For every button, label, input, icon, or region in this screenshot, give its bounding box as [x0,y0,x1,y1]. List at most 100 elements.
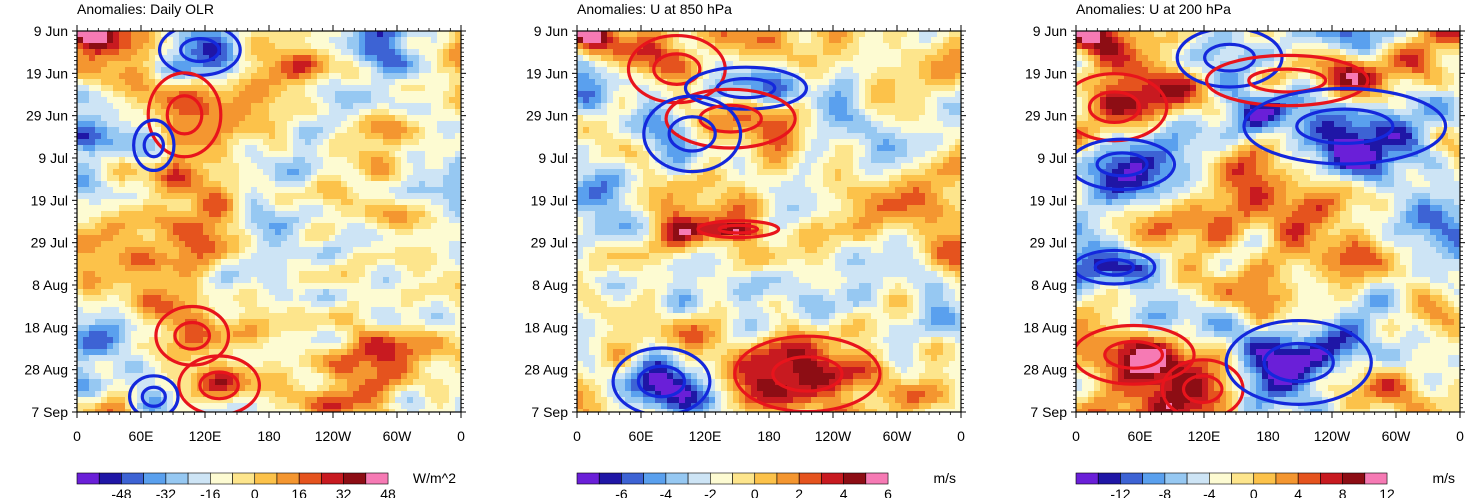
y-tick-label: 9 Jul [38,150,68,166]
y-tick-label: 7 Sep [1030,404,1067,420]
colorbar-bin [1320,472,1343,485]
positive-contour-inner [717,223,760,235]
y-tick-label: 8 Aug [532,277,568,293]
x-tick-label: 60E [1128,428,1153,444]
colorbar-bin [1075,472,1099,485]
negative-contour-inner [636,364,687,399]
colorbar-units: W/m^2 [413,470,456,486]
positive-contour [1204,53,1370,108]
colorbar-bin [687,472,711,485]
colorbar-label: 4 [1294,486,1302,498]
y-tick-label: 29 Jul [31,235,68,251]
colorbar-bin [776,472,800,485]
y-tick-label: 29 Jul [1030,235,1067,251]
x-tick-label: 120W [315,428,352,444]
colorbar-bin [1364,472,1388,485]
x-tick-label: 60W [383,428,413,444]
y-tick-label: 9 Jun [1033,23,1067,39]
negative-contour [1175,31,1284,89]
colorbar-label: -48 [111,486,131,498]
x-tick-label: 0 [457,428,465,444]
negative-contour [1242,86,1448,166]
x-tick-label: 120E [1188,428,1221,444]
x-tick-label: 60E [129,428,154,444]
colorbar-bin [598,472,622,485]
colorbar-bin [187,472,211,485]
contours-3 [1076,31,1448,412]
positive-contour [177,354,261,412]
negative-contour [1224,318,1373,406]
negative-contour-inner [715,77,777,100]
colorbar-label: -32 [156,486,176,498]
colorbar-3: -12 -8 -4 0 4 8 12 m/s [1075,470,1455,498]
colorbar-bin [254,472,278,485]
x-tick-label: 120E [189,428,222,444]
positive-contour-inner [198,370,240,401]
positive-contour [1076,323,1196,386]
colorbar-bin [1164,472,1188,485]
x-tick-label: 120W [1314,428,1351,444]
negative-contour [642,94,743,174]
y-tick-label: 29 Jun [26,108,68,124]
colorbar-label: 16 [291,486,307,498]
y-tick-label: 18 Aug [1023,319,1067,335]
colorbar-label: 12 [1379,486,1395,498]
colorbar-label: 6 [884,486,892,498]
panel-2: Anomalies: U at 850 hPa 9 Jun 19 Jun 29 Jun… [524,1,966,498]
colorbar-bin [621,472,644,485]
x-tick-label: 120E [689,428,722,444]
positive-contour [146,71,223,159]
y-tick-label: 8 Aug [1031,277,1067,293]
negative-contour [128,374,180,412]
y-tick-label: 28 Aug [24,362,68,378]
negative-contour-inner [1295,107,1395,145]
colorbar-bin [1186,472,1210,485]
y-tick-label: 19 Jun [26,65,68,81]
positive-contour-inner [1087,90,1141,125]
colorbar-label: -2 [704,486,717,498]
x-tick-label: 180 [1256,428,1280,444]
colorbar-bin [1097,472,1121,485]
colorbar-bin [1253,472,1277,485]
panel-3: Anomalies: U at 200 hPa 9 Jun 19 Jun 29 Jun… [1023,1,1465,498]
negative-contour-inner [140,385,167,408]
colorbar-bin [821,472,844,485]
colorbar-bin [1209,472,1232,485]
y-tick-label: 8 Aug [32,277,68,293]
x-tick-label: 0 [573,428,581,444]
colorbar-bin [1231,472,1255,485]
x-tick-label: 180 [257,428,281,444]
colorbar-bin [665,472,689,485]
negative-contour-inner [1095,151,1149,178]
colorbar-bin [343,472,367,485]
panel-1: Anomalies: Daily OLR 9 Jun 19 Jun 29 Jun 9 J… [24,1,466,498]
negative-contour [132,118,176,173]
x-tick-label: 0 [73,428,81,444]
colorbar-bin [843,472,867,485]
heatmap-1 [77,31,461,412]
y-tick-label: 19 Jul [1030,192,1067,208]
negative-contour-inner [1093,258,1136,277]
colorbar-1: -48 -32 -16 0 16 32 48 W/m^2 [76,470,456,498]
negative-contour-inner [1262,341,1335,384]
colorbar-bin [121,472,144,485]
colorbar-units: m/s [1432,470,1455,486]
colorbar-bin [76,472,100,485]
y-tick-label: 29 Jul [531,235,568,251]
colorbar-units: m/s [933,470,956,486]
colorbar-bin [710,472,733,485]
colorbar-bin [576,472,600,485]
negative-contour-inner [142,132,165,159]
colorbar-bin [732,472,756,485]
x-tick-label: 120W [815,428,852,444]
negative-contour-inner [667,115,717,153]
colorbar-label: -12 [1110,486,1130,498]
colorbar-bin [321,472,344,485]
x-tick-label: 0 [957,428,965,444]
colorbar-label: 4 [840,486,848,498]
colorbar-bin [276,472,300,485]
colorbar-label: 2 [795,486,803,498]
colorbar-label: 0 [1250,486,1258,498]
positive-contour-inner [771,355,844,393]
